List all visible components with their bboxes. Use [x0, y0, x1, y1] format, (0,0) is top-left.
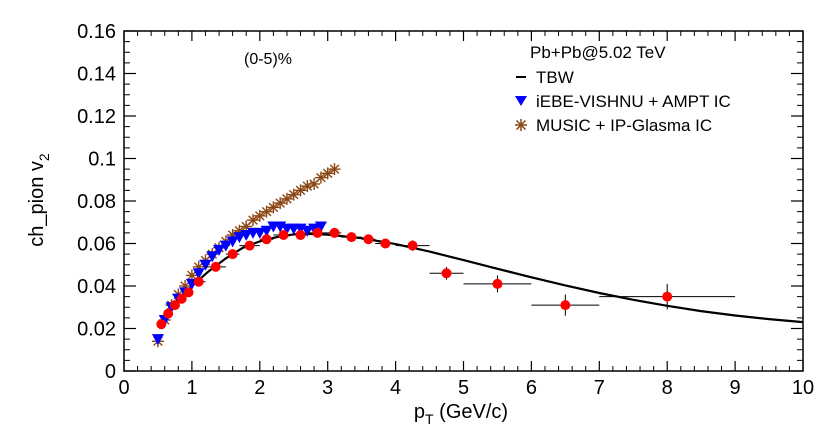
data-point — [492, 278, 503, 289]
y-tick-label: 0.08 — [77, 191, 116, 213]
data-point — [312, 227, 323, 238]
y-tick-label: 0.16 — [77, 21, 116, 43]
data-point — [363, 234, 374, 245]
music-point — [247, 214, 260, 227]
music-point — [280, 192, 293, 205]
vishnu-point — [308, 223, 321, 235]
music-point — [274, 197, 287, 210]
x-tick-label: 6 — [526, 377, 537, 399]
vishnu-point — [199, 259, 212, 271]
vishnu-point — [219, 240, 232, 252]
data-point — [295, 230, 306, 240]
tick-layer: 0 1 2 3 4 5 6 7 8 9 10 0 0.02 0.04 0.06 0.08 0.1 0.12 0.14… — [77, 21, 814, 399]
vishnu-point — [314, 221, 327, 233]
data-point — [346, 232, 357, 243]
legend-marker-triangle — [515, 96, 527, 106]
tbw-curve — [157, 232, 804, 328]
data-point — [380, 238, 391, 249]
y-axis-title: ch_pion v2 — [26, 153, 52, 247]
music-point — [253, 209, 266, 222]
music-point — [287, 188, 300, 201]
data-point — [193, 276, 204, 287]
music-point — [321, 167, 334, 180]
vishnu-point — [253, 227, 266, 239]
x-tick-label: 2 — [254, 377, 265, 399]
legend-title: Pb+Pb@5.02 TeV — [530, 43, 666, 62]
vishnu-point — [233, 232, 246, 244]
x-axis-title: pT (GeV/c) — [414, 401, 508, 427]
data-point — [210, 261, 221, 272]
legend: Pb+Pb@5.02 TeV TBW iEBE-VISHNU + AMPT IC… — [515, 43, 731, 135]
legend-label-tbw: TBW — [536, 68, 574, 87]
vishnu-point — [301, 225, 314, 237]
data-point — [662, 291, 673, 302]
legend-label-vishnu: iEBE-VISHNU + AMPT IC — [536, 92, 731, 111]
music-point — [314, 171, 327, 184]
legend-marker-asterisk — [515, 119, 527, 131]
x-tick-label: 3 — [322, 377, 333, 399]
vishnu-point — [192, 268, 205, 280]
data-point — [441, 268, 452, 279]
data-point — [244, 240, 255, 251]
y-tick-label: 0.02 — [77, 319, 116, 341]
data-point — [407, 240, 418, 251]
music-point — [267, 201, 280, 214]
vishnu-point — [206, 251, 219, 263]
y-tick-label: 0.12 — [77, 106, 116, 128]
vishnu-point — [213, 244, 226, 256]
y-tick-label: 0.1 — [88, 149, 116, 171]
x-tick-label: 8 — [662, 377, 673, 399]
data-point — [176, 293, 187, 304]
vishnu-point — [260, 225, 273, 237]
x-tick-label: 4 — [390, 377, 401, 399]
vishnu-point — [226, 236, 239, 248]
x-tick-label: 1 — [186, 377, 197, 399]
data-point — [278, 230, 289, 240]
x-tick-label: 0 — [118, 377, 129, 399]
vishnu-point — [240, 230, 253, 241]
music-point — [294, 184, 307, 197]
music-point — [260, 205, 273, 218]
data-point — [560, 300, 571, 311]
x-tick-label: 7 — [594, 377, 605, 399]
x-tick-label: 5 — [458, 377, 469, 399]
data-point — [183, 287, 194, 298]
data-point — [163, 308, 174, 319]
y-tick-label: 0.06 — [77, 234, 116, 256]
x-tick-label: 9 — [730, 377, 741, 399]
data-point — [156, 319, 167, 330]
data-point — [169, 300, 180, 311]
legend-label-music: MUSIC + IP-Glasma IC — [536, 116, 712, 135]
y-tick-label: 0.14 — [77, 64, 116, 86]
y-tick-label: 0 — [105, 361, 116, 383]
music-point — [328, 163, 341, 176]
vishnu-point — [151, 334, 164, 346]
data-point — [261, 234, 272, 245]
plot-frame — [123, 30, 804, 372]
y-tick-label: 0.04 — [77, 276, 116, 298]
x-tick-label: 10 — [792, 377, 814, 399]
data-point — [227, 249, 238, 260]
centrality-annotation: (0-5)% — [244, 51, 292, 68]
data-point — [329, 227, 340, 238]
music-point — [308, 178, 321, 190]
plot-layer — [151, 163, 804, 348]
